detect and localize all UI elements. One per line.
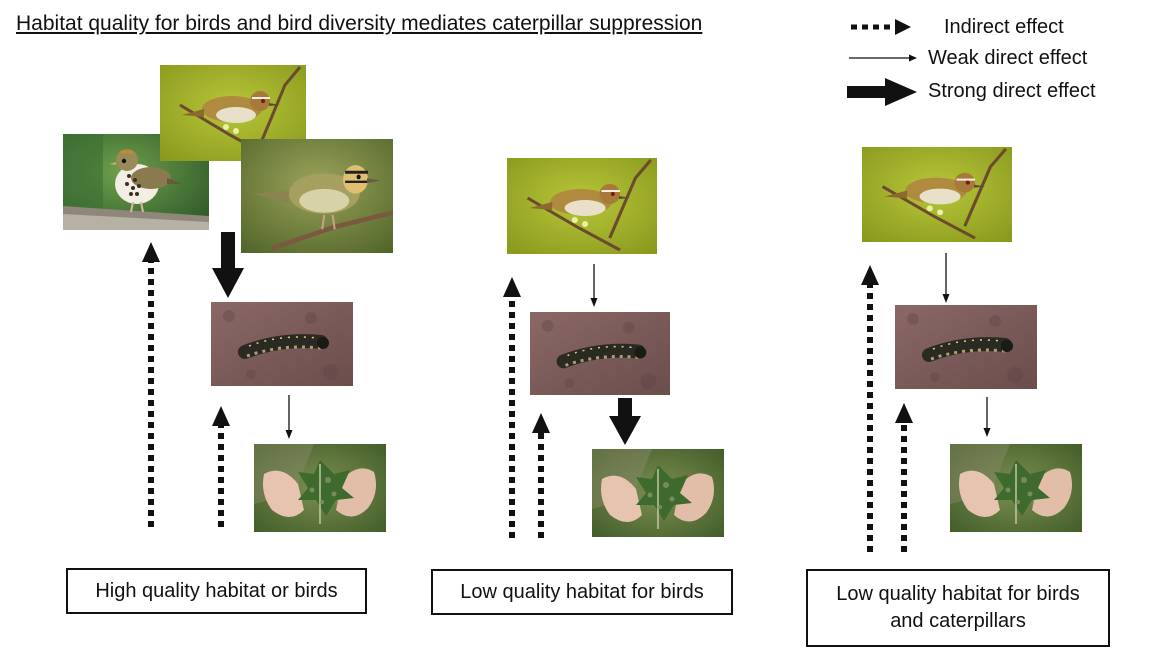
panel-3-caption-line-2: and caterpillars xyxy=(890,610,1026,632)
panel-1-weak-arrow xyxy=(285,395,293,439)
legend-symbols xyxy=(847,19,917,106)
legend-weak-arrow-icon xyxy=(849,54,917,62)
legend-indirect-label: Indirect effect xyxy=(944,16,1064,38)
panel-1-caption: High quality habitat or birds xyxy=(66,568,367,614)
panel-1-strong-arrow xyxy=(212,232,244,298)
panel-1-indirect-arrow-short xyxy=(212,406,230,527)
panel-2-weak-arrow xyxy=(590,264,598,307)
panel-3-indirect-arrow-long xyxy=(861,265,879,552)
panel-3-weak-arrow-bottom xyxy=(983,397,991,437)
panel-2-strong-arrow xyxy=(609,398,641,445)
panel-3-weak-arrow-top xyxy=(942,253,950,303)
panel-3-indirect-arrow-short xyxy=(895,403,913,552)
figure-title: Habitat quality for birds and bird diver… xyxy=(16,12,703,35)
panel-3-caption: Low quality habitat for birds and caterp… xyxy=(806,569,1110,647)
panel-2-indirect-arrow-short xyxy=(532,413,550,538)
legend-strong-arrow-icon xyxy=(847,78,917,106)
legend-weak-label: Weak direct effect xyxy=(928,47,1088,69)
legend: Indirect effect Weak direct effect Stron… xyxy=(845,12,1145,112)
legend-indirect-arrow-icon xyxy=(851,19,911,35)
panel-3-caption-line-1: Low quality habitat for birds xyxy=(836,583,1080,605)
panel-2-indirect-arrow-long xyxy=(503,277,521,538)
legend-strong-label: Strong direct effect xyxy=(928,80,1096,102)
panel-2-caption: Low quality habitat for birds xyxy=(431,569,733,615)
panel-1-indirect-arrow-long xyxy=(142,242,160,527)
